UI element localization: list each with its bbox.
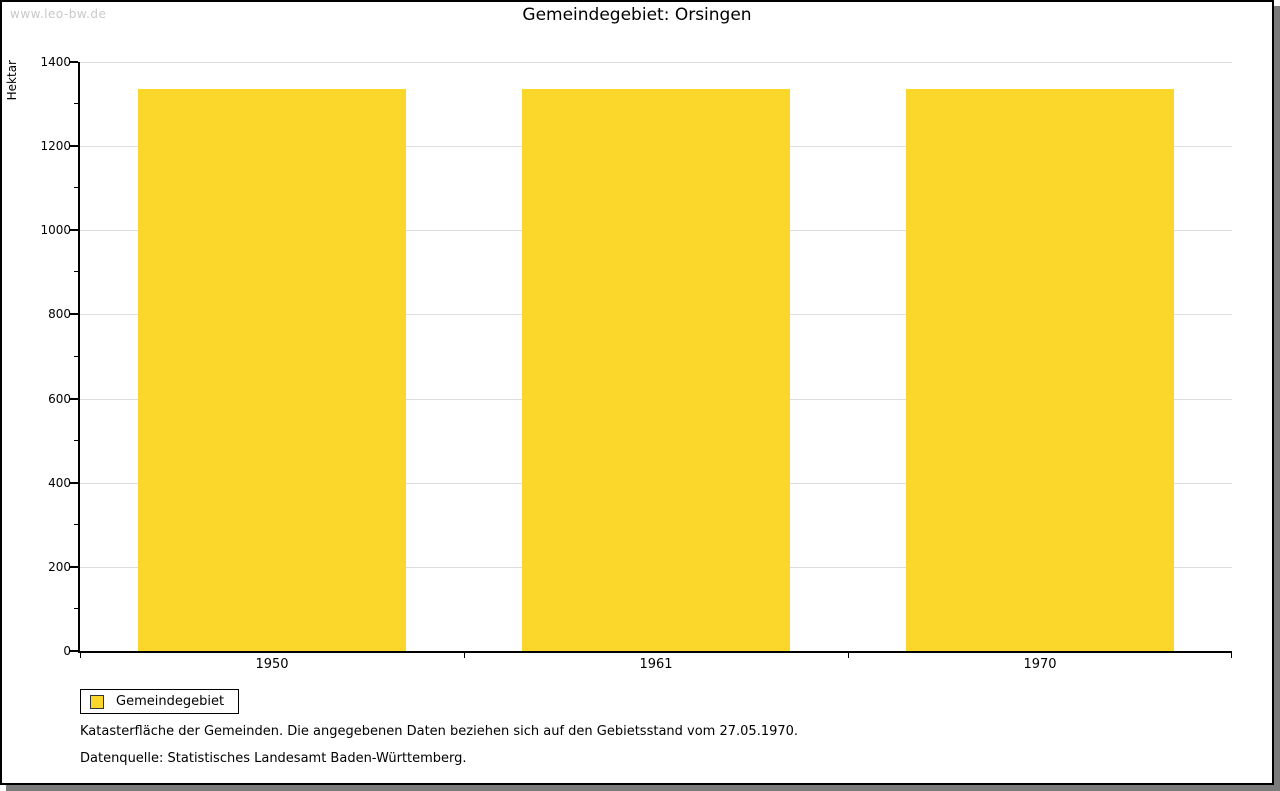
y-tick-label-1200: 1200 (40, 139, 71, 154)
x-tick-1 (463, 653, 465, 658)
y-tick-minor-1300 (74, 103, 78, 105)
y-tick-major-200 (70, 565, 78, 568)
y-tick-label-1400: 1400 (40, 55, 71, 69)
y-tick-minor-300 (74, 523, 78, 525)
x-tick-3 (1231, 653, 1232, 658)
y-tick-major-1000 (70, 229, 78, 232)
y-tick-minor-1100 (74, 187, 78, 189)
legend-swatch-icon (90, 694, 104, 709)
y-tick-minor-100 (74, 607, 78, 609)
y-tick-label-400: 400 (48, 475, 71, 490)
y-tick-minor-500 (74, 439, 78, 441)
y-tick-label-600: 600 (48, 391, 71, 406)
x-tick-0 (80, 653, 81, 658)
y-tick-label-200: 200 (48, 559, 71, 574)
y-tick-major-1200 (70, 145, 78, 148)
watermark: www.leo-bw.de (10, 7, 107, 21)
x-tick-label-1950: 1950 (255, 657, 289, 672)
bar-gemeindegebiet-1961 (521, 89, 791, 651)
bar-gemeindegebiet-1970 (905, 89, 1175, 651)
x-tick-label-1970: 1970 (1023, 657, 1057, 672)
bar-gemeindegebiet-1950 (137, 89, 407, 651)
legend-box: Gemeindegebiet (80, 689, 240, 714)
footnote-description: Katasterfläche der Gemeinden. Die angege… (80, 724, 799, 739)
gridline-y-1400 (80, 62, 1232, 63)
chart-title: Gemeindegebiet: Orsingen (522, 5, 752, 25)
y-tick-minor-900 (74, 271, 78, 273)
y-axis-title: Hektar (5, 60, 19, 101)
x-tick-label-1961: 1961 (639, 657, 673, 672)
y-tick-major-800 (70, 313, 78, 316)
y-tick-label-800: 800 (48, 307, 71, 322)
y-tick-major-400 (70, 481, 78, 484)
plot-area: 0 200 400 600 800 1000 1200 1400 1950 1961 1970 (40, 55, 1232, 672)
y-tick-label-1000: 1000 (40, 223, 71, 238)
y-tick-minor-700 (74, 355, 78, 357)
y-tick-label-0: 0 (63, 644, 71, 658)
y-tick-major-0 (70, 650, 78, 652)
footnote-source: Datenquelle: Statistisches Landesamt Bad… (80, 751, 467, 766)
y-tick-major-600 (70, 397, 78, 400)
x-tick-2 (847, 653, 849, 658)
legend-label: Gemeindegebiet (116, 694, 225, 709)
y-tick-major-1400 (70, 61, 78, 63)
